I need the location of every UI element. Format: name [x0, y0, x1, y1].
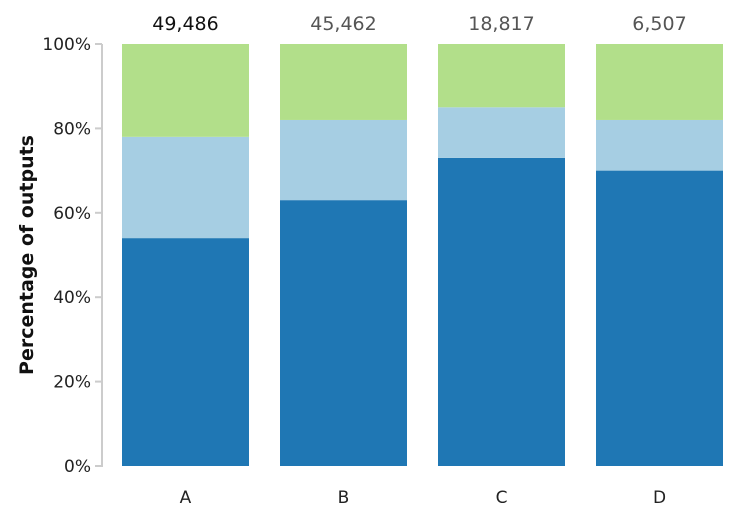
bar-B-segment-2 — [280, 119, 407, 201]
bar-A-segment-2 — [122, 136, 249, 239]
total-label: 45,462 — [310, 13, 376, 35]
bar-C-segment-1 — [438, 157, 565, 466]
bar-A-segment-3 — [122, 44, 249, 137]
total-label: 18,817 — [468, 13, 534, 35]
x-tick-label: A — [180, 488, 192, 508]
y-tick-label: 80% — [53, 119, 91, 139]
x-tick-label: D — [653, 488, 666, 508]
total-label: 6,507 — [632, 13, 686, 35]
y-tick-label: 40% — [53, 288, 91, 308]
y-tick-label: 100% — [42, 35, 91, 55]
total-label: 49,486 — [152, 13, 218, 35]
x-tick-label: C — [496, 488, 508, 508]
bar-D-segment-2 — [596, 119, 723, 171]
bar-C-segment-3 — [438, 44, 565, 108]
y-tick-label: 60% — [53, 204, 91, 224]
y-axis-title: Percentage of outputs — [16, 135, 38, 375]
bar-D-segment-1 — [596, 170, 723, 466]
bar-C-segment-2 — [438, 107, 565, 158]
bar-B-segment-3 — [280, 44, 407, 120]
x-tick-label: B — [338, 488, 350, 508]
bar-A-segment-1 — [122, 238, 249, 466]
y-tick-label: 0% — [64, 457, 91, 477]
bar-B-segment-1 — [280, 200, 407, 466]
x-axis-labels: A B C D — [180, 488, 666, 508]
y-tick-label: 20% — [53, 373, 91, 393]
bars-group — [122, 44, 723, 466]
y-axis: 0% 20% 40% 60% 80% 100% — [42, 35, 103, 477]
bar-D-segment-3 — [596, 44, 723, 120]
total-labels: 49,486 45,462 18,817 6,507 — [152, 13, 686, 35]
